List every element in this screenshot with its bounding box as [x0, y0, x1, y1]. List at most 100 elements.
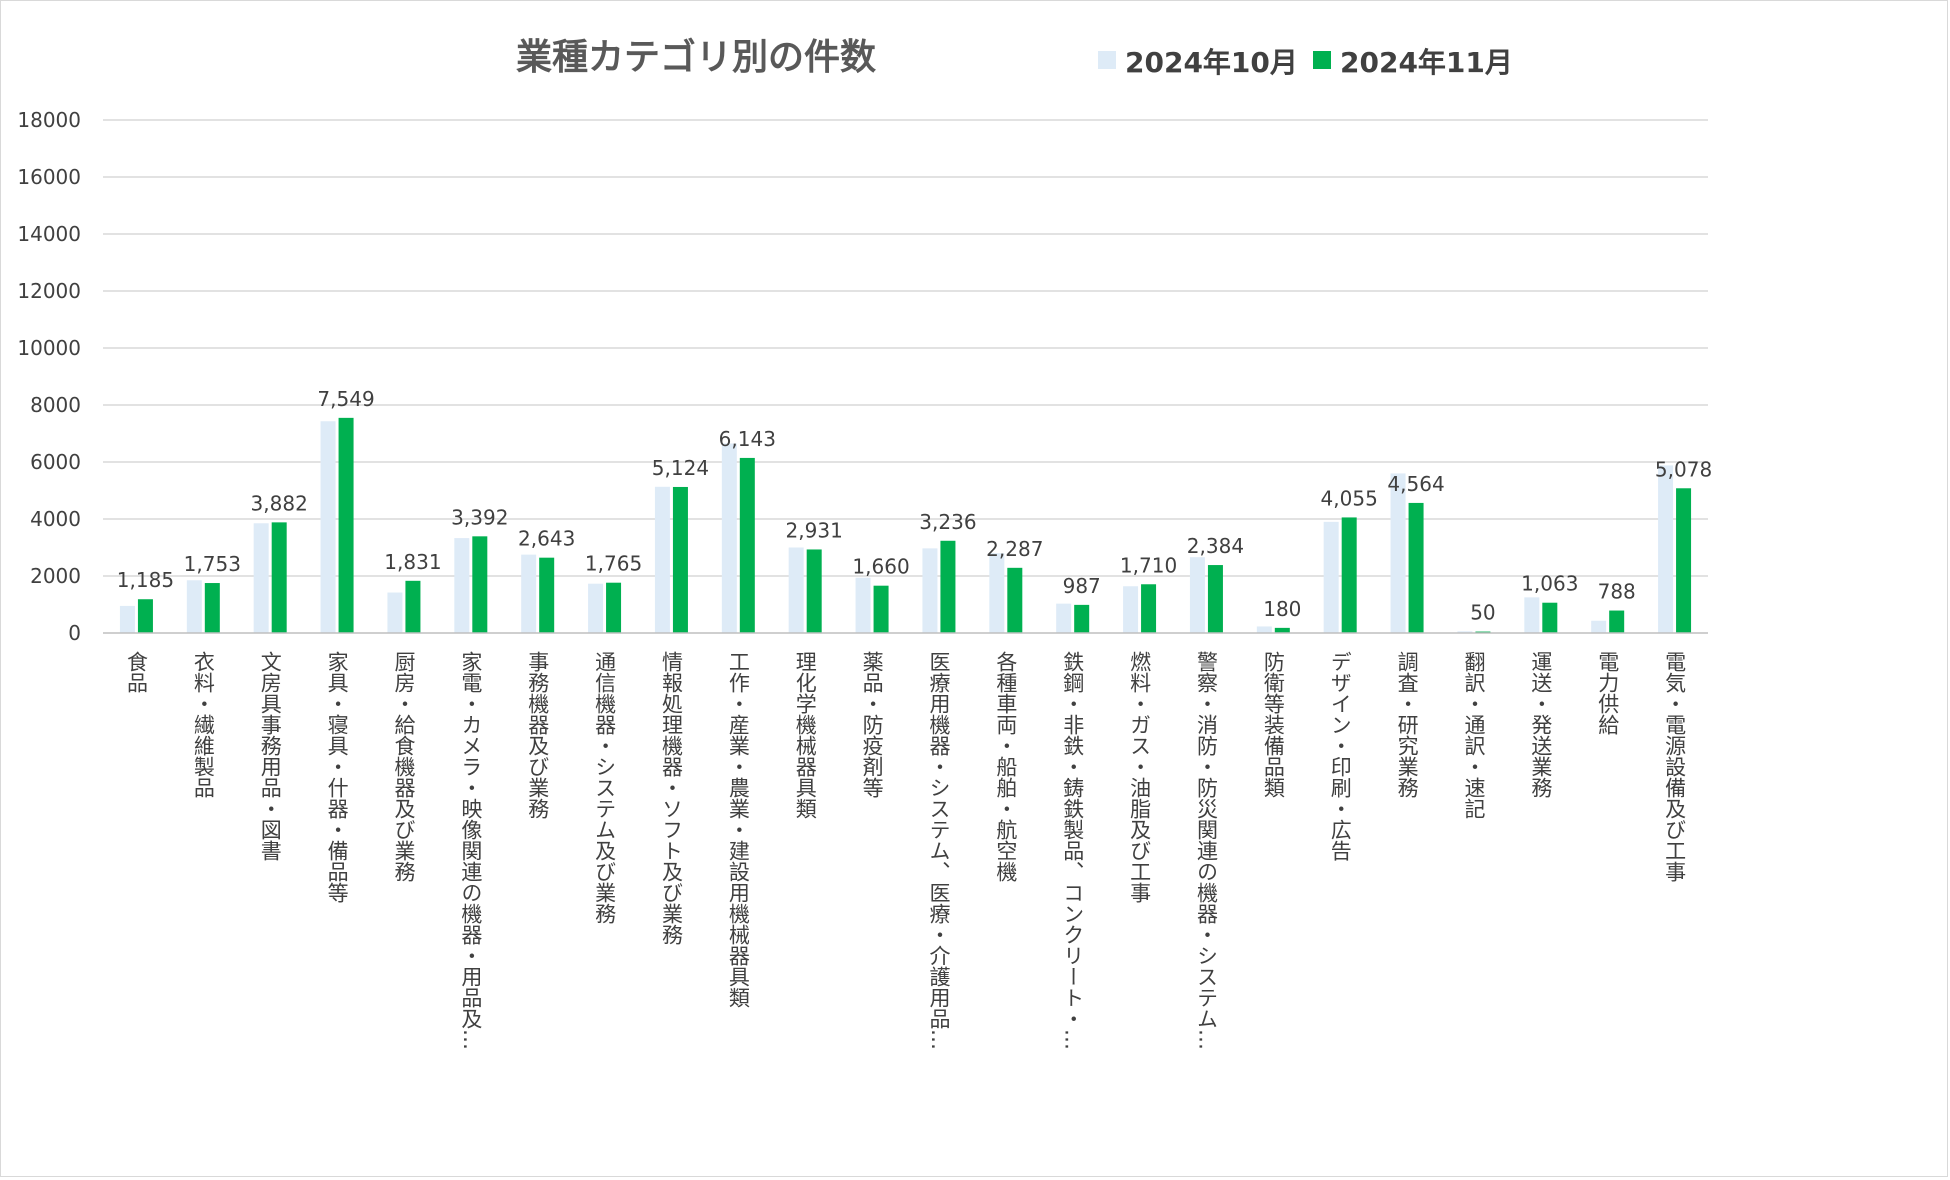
y-tick-label: 18000 [17, 108, 81, 132]
bar-2024-10 [1390, 473, 1406, 633]
bar-2024-11 [1141, 584, 1157, 633]
legend-swatch [1313, 51, 1331, 69]
category-label: 調査・研究業務 [1395, 651, 1419, 798]
bar-2024-11 [1007, 567, 1023, 633]
bar-2024-11 [873, 585, 889, 633]
bar-2024-11 [472, 536, 488, 633]
bar-2024-11 [806, 549, 822, 633]
bar-2024-11 [271, 522, 287, 633]
bar-2024-10 [1056, 603, 1072, 633]
category-label: 燃料・ガス・油脂及び工事 [1128, 651, 1152, 903]
category-label: 厨房・給食機器及び業務 [392, 651, 416, 882]
category-label: 電気・電源設備及び工事 [1663, 651, 1687, 882]
category-label: 電力供給 [1596, 651, 1620, 735]
category-label: 文房具事務用品・図書 [258, 651, 282, 861]
data-label: 50 [1470, 601, 1495, 625]
bar-2024-10 [253, 523, 269, 633]
y-tick-label: 4000 [30, 507, 81, 531]
bar-2024-11 [204, 583, 220, 633]
bar-2024-11 [1542, 602, 1558, 633]
data-label: 4,564 [1387, 472, 1444, 496]
category-label: 防衛等装備品類 [1261, 651, 1285, 798]
data-labels: 1,185 1,753 3,882 7,549 1,831 3,392 2,643 1,765… [117, 387, 1712, 625]
bar-2024-10 [588, 583, 604, 633]
data-label: 1,660 [852, 555, 909, 579]
bar-2024-10 [654, 486, 670, 633]
legend-label: 2024年11月 [1340, 46, 1513, 79]
bar-2024-11 [539, 557, 555, 633]
data-label: 2,384 [1187, 534, 1244, 558]
category-label: 家電・カメラ・映像関連の機器・用品及… [459, 651, 483, 1050]
legend: 2024年10月 2024年11月 [1098, 46, 1513, 79]
bar-2024-10 [1123, 586, 1139, 633]
x-axis-labels: 食品 衣料・繊維製品 文房具事務用品・図書 家具・寝具・什器・備品等 厨房・給食機器及び… [124, 651, 1686, 1050]
data-label: 4,055 [1321, 486, 1378, 510]
bar-2024-10 [788, 547, 804, 633]
bar-2024-11 [940, 540, 956, 633]
bar-2024-11 [1207, 565, 1223, 633]
category-label: 衣料・繊維製品 [191, 651, 215, 798]
bar-2024-10 [1591, 620, 1607, 633]
bar-2024-10 [119, 605, 135, 633]
bar-2024-11 [1609, 610, 1625, 633]
data-label: 3,882 [251, 491, 308, 515]
bar-2024-10 [1524, 597, 1540, 633]
data-label: 6,143 [719, 427, 776, 451]
data-label: 1,753 [184, 552, 241, 576]
data-label: 788 [1598, 580, 1636, 604]
data-label: 5,078 [1655, 457, 1712, 481]
data-label: 1,063 [1521, 572, 1578, 596]
bar-2024-10 [387, 592, 403, 633]
category-label: 理化学機械器具類 [793, 651, 817, 819]
bar-2024-10 [1189, 557, 1205, 633]
category-label: 通信機器・システム及び業務 [593, 651, 617, 924]
bar-2024-11 [1676, 488, 1692, 633]
category-label: 各種車両・船舶・航空機 [994, 651, 1018, 882]
data-label: 1,710 [1120, 553, 1177, 577]
y-tick-label: 6000 [30, 450, 81, 474]
data-label: 5,124 [652, 456, 709, 480]
bar-2024-11 [137, 599, 153, 633]
category-label: デザイン・印刷・広告 [1328, 651, 1352, 861]
bar-2024-11 [606, 582, 622, 633]
category-label: 翻訳・通訳・速記 [1462, 651, 1486, 819]
data-label: 1,185 [117, 568, 174, 592]
bar-2024-11 [1341, 517, 1357, 633]
data-label: 7,549 [317, 387, 374, 411]
bar-2024-11 [1408, 502, 1424, 633]
y-tick-label: 16000 [17, 165, 81, 189]
y-tick-label: 10000 [17, 336, 81, 360]
data-label: 987 [1063, 574, 1101, 598]
bar-2024-10 [1457, 631, 1473, 633]
y-tick-label: 0 [68, 621, 81, 645]
bar-2024-10 [186, 580, 202, 633]
category-label: 薬品・防疫剤等 [860, 651, 884, 798]
bar-2024-11 [739, 457, 755, 633]
category-label: 医療用機器・システム、医療・介護用品… [927, 651, 951, 1050]
category-label: 運送・発送業務 [1529, 651, 1553, 798]
bar-2024-11 [1274, 627, 1290, 633]
y-axis-ticks: 0 2000 4000 6000 8000 10000 12000 14000 16000 180… [17, 108, 81, 645]
gridlines [103, 119, 1708, 577]
bar-2024-11 [672, 486, 688, 633]
data-label: 180 [1263, 597, 1301, 621]
data-label: 1,765 [585, 552, 642, 576]
category-label: 家具・寝具・什器・備品等 [325, 651, 349, 903]
category-label: 食品 [124, 651, 148, 693]
data-label: 2,931 [786, 518, 843, 542]
bar-2024-11 [405, 580, 421, 633]
category-label: 鉄鋼・非鉄・鋳鉄製品、コンクリート・… [1061, 651, 1085, 1050]
data-label: 3,236 [919, 510, 976, 534]
chart-title: 業種カテゴリ別の件数 [516, 36, 876, 78]
bar-2024-10 [989, 553, 1005, 633]
bar-2024-10 [855, 577, 871, 633]
bar-2024-11 [1074, 604, 1090, 633]
category-label: 警察・消防・防災関連の機器・システム… [1194, 651, 1218, 1050]
legend-label: 2024年10月 [1125, 46, 1298, 79]
y-tick-label: 12000 [17, 279, 81, 303]
bars [119, 417, 1692, 633]
bar-2024-10 [922, 548, 938, 633]
bar-2024-10 [454, 538, 470, 633]
